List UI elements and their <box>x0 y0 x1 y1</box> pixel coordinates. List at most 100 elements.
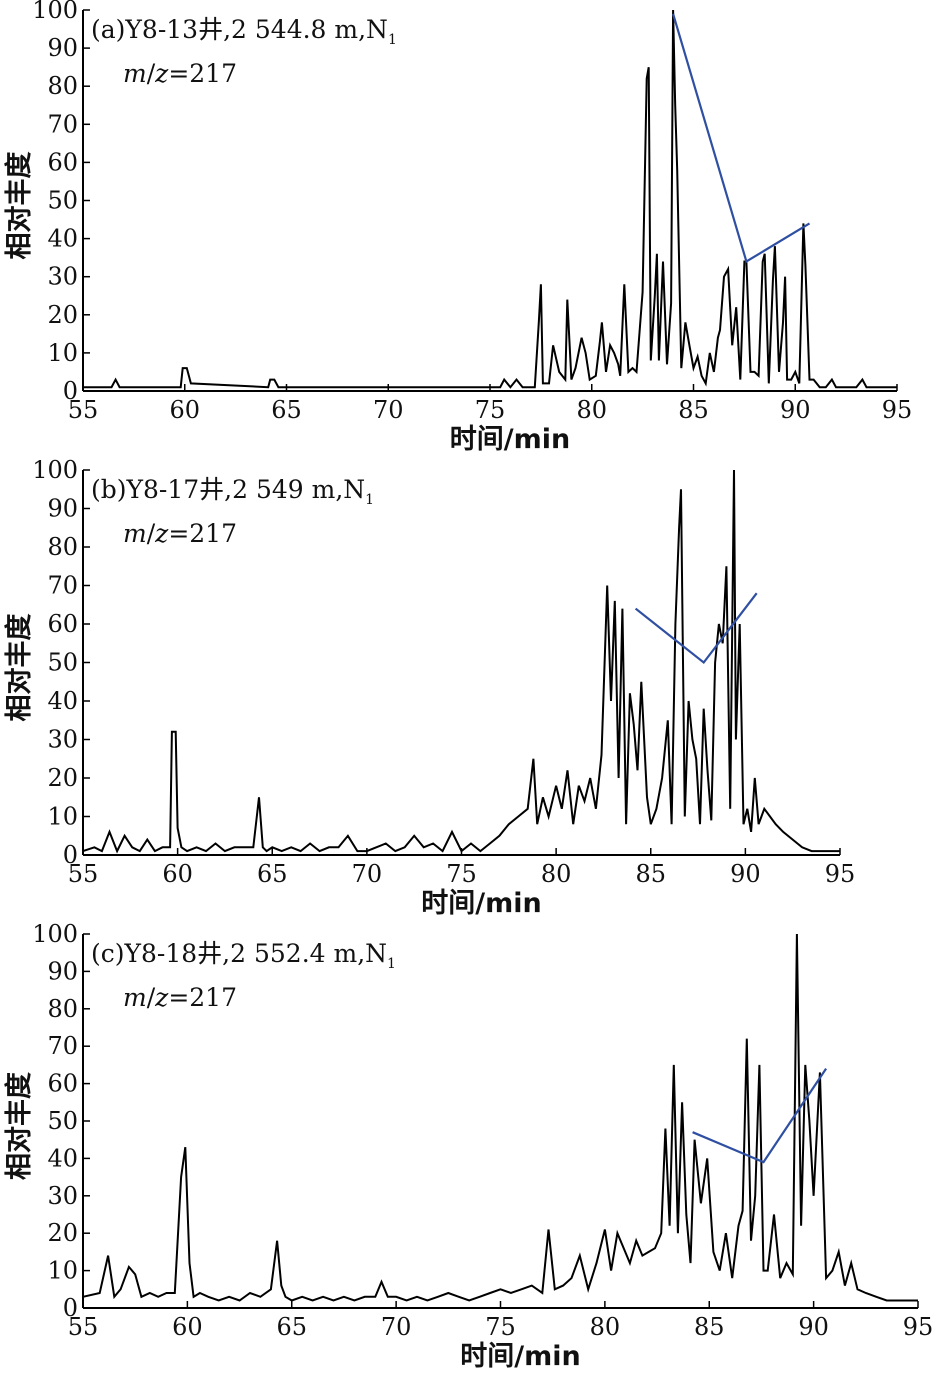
mz-z: z <box>154 59 169 88</box>
overlay-trend-line <box>634 592 758 665</box>
y-tick-label: 50 <box>47 649 78 677</box>
panel-label: (a)Y8-13井,2 544.8 m,N1 <box>91 15 397 48</box>
y-tick-label: 30 <box>47 1182 78 1210</box>
y-tick-label: 100 <box>32 456 78 484</box>
x-tick-label: 75 <box>475 396 506 424</box>
x-tick-label: 55 <box>68 396 99 424</box>
mz-value: =217 <box>168 59 237 88</box>
mz-z: z <box>154 519 169 548</box>
y-axis-title: 相对丰度 <box>3 614 35 722</box>
x-tick-label: 90 <box>798 1313 829 1341</box>
y-tick-label: 40 <box>47 225 78 253</box>
mz-slash: / <box>147 519 156 548</box>
panel-label: (c)Y8-18井,2 552.4 m,N1 <box>91 939 396 972</box>
x-tick-label: 95 <box>825 860 856 888</box>
mz-label: m/z=217 <box>123 59 237 88</box>
x-tick-label: 70 <box>381 1313 412 1341</box>
mz-slash: / <box>147 983 156 1012</box>
y-tick-label: 90 <box>47 495 78 523</box>
y-tick-label: 70 <box>47 110 78 138</box>
x-tick-label: 80 <box>576 396 607 424</box>
panel-label-subscript: 1 <box>365 492 374 508</box>
y-tick-label: 100 <box>32 920 78 948</box>
panel-label: (b)Y8-17井,2 549 m,N1 <box>91 475 374 508</box>
y-tick-label: 40 <box>47 1144 78 1172</box>
y-tick-label: 60 <box>47 1070 78 1098</box>
y-axis-title: 相对丰度 <box>3 152 35 260</box>
y-tick-label: 60 <box>47 610 78 638</box>
y-tick-label: 90 <box>47 957 78 985</box>
x-tick-label: 95 <box>903 1313 934 1341</box>
chromatogram-trace <box>82 469 840 854</box>
chart-panel-c: 0 10 20 30 40 50 60 70 80 90 100 55 60 65 70 75 80 85 90 95… <box>3 920 933 1372</box>
y-tick-label: 30 <box>47 263 78 291</box>
y-tick-label: 80 <box>47 72 78 100</box>
y-tick-label: 20 <box>47 1219 78 1247</box>
panel-label-main: (b)Y8-17井,2 549 m,N <box>91 475 365 504</box>
x-axis-title: 时间/min <box>421 888 541 919</box>
x-tick-label: 85 <box>694 1313 725 1341</box>
x-tick-label: 70 <box>352 860 383 888</box>
y-tick-label: 90 <box>47 34 78 62</box>
y-tick-label: 60 <box>47 148 78 176</box>
x-tick-label: 55 <box>68 1313 99 1341</box>
y-tick-label: 50 <box>47 1107 78 1135</box>
x-tick-label: 75 <box>485 1313 516 1341</box>
panel-label-subscript: 1 <box>387 956 396 972</box>
y-tick-label: 10 <box>47 1257 78 1285</box>
x-tick-label: 65 <box>257 860 288 888</box>
y-tick-label: 40 <box>47 687 78 715</box>
mz-m: m <box>123 519 147 548</box>
x-tick-label: 65 <box>276 1313 307 1341</box>
mz-z: z <box>154 983 169 1012</box>
mz-label: m/z=217 <box>123 983 237 1012</box>
y-tick-label: 0 <box>63 1294 78 1322</box>
y-tick-label: 70 <box>47 1032 78 1060</box>
overlay-trend-line <box>672 13 811 264</box>
x-tick-label: 75 <box>446 860 477 888</box>
y-axis-title: 相对丰度 <box>3 1072 35 1180</box>
y-tick-label: 70 <box>47 572 78 600</box>
y-tick-label: 10 <box>47 339 78 367</box>
overlay-trend-line <box>692 1067 828 1164</box>
y-tick-label: 10 <box>47 803 78 831</box>
x-tick-label: 90 <box>780 396 811 424</box>
y-tick-label: 100 <box>32 0 78 24</box>
x-tick-label: 80 <box>590 1313 621 1341</box>
chart-panel-b: 0 10 20 30 40 50 60 70 80 90 100 55 60 65 70 75 80 85 90 95… <box>3 456 855 919</box>
x-tick-label: 60 <box>172 1313 203 1341</box>
y-tick-label: 0 <box>63 377 78 405</box>
x-tick-label: 70 <box>373 396 404 424</box>
x-tick-label: 60 <box>169 396 200 424</box>
y-tick-label: 0 <box>63 841 78 869</box>
x-tick-label: 60 <box>162 860 193 888</box>
x-axis-title: 时间/min <box>460 1341 580 1372</box>
x-tick-label: 65 <box>271 396 302 424</box>
x-tick-label: 80 <box>541 860 572 888</box>
x-tick-label: 95 <box>882 396 913 424</box>
y-tick-label: 80 <box>47 995 78 1023</box>
x-tick-label: 90 <box>730 860 761 888</box>
y-tick-label: 20 <box>47 764 78 792</box>
mz-value: =217 <box>168 983 237 1012</box>
panel-label-main: (a)Y8-13井,2 544.8 m,N <box>91 15 388 44</box>
mz-m: m <box>123 983 147 1012</box>
x-tick-label: 85 <box>635 860 666 888</box>
mz-m: m <box>123 59 147 88</box>
x-axis-title: 时间/min <box>450 424 570 455</box>
y-tick-label: 80 <box>47 533 78 561</box>
panel-label-subscript: 1 <box>388 32 397 48</box>
mz-label: m/z=217 <box>123 519 237 548</box>
chart-panel-a: 0 10 20 30 40 50 60 70 80 90 100 55 60 65 70 75 80 85 90 95… <box>3 0 912 455</box>
y-tick-label: 50 <box>47 187 78 215</box>
mz-value: =217 <box>168 519 237 548</box>
chromatogram-trace <box>83 9 897 389</box>
mz-slash: / <box>147 59 156 88</box>
panel-label-main: (c)Y8-18井,2 552.4 m,N <box>91 939 387 968</box>
y-tick-label: 30 <box>47 726 78 754</box>
y-tick-label: 20 <box>47 301 78 329</box>
x-tick-label: 55 <box>68 860 99 888</box>
x-tick-label: 85 <box>678 396 709 424</box>
